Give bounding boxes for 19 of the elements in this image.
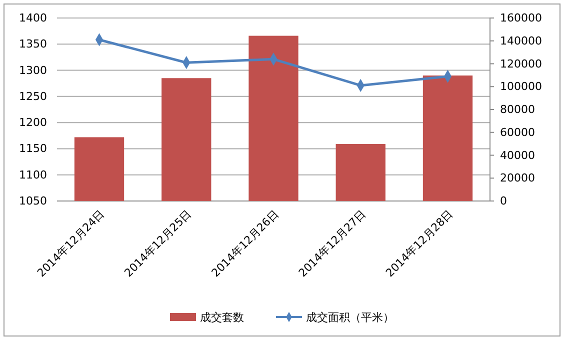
y2-tick-label: 20000 [500, 172, 535, 185]
y2-tick-label: 80000 [500, 103, 535, 116]
y2-tick-label: 60000 [500, 126, 535, 139]
y-tick-label: 1250 [19, 90, 47, 103]
y2-tick-label: 40000 [500, 148, 535, 162]
y2-tick-label: 120000 [500, 57, 542, 70]
y-tick-label: 1050 [19, 194, 47, 208]
y-tick-label: 1350 [19, 38, 47, 51]
y2-tick-label: 0 [500, 194, 507, 208]
y-tick-label: 1100 [19, 168, 47, 182]
y-tick-label: 1150 [19, 142, 47, 156]
y-tick-label: 1200 [19, 116, 47, 130]
legend-label: 成交面积（平米） [306, 311, 394, 324]
y2-tick-label: 100000 [500, 80, 542, 94]
y-tick-label: 1300 [19, 64, 47, 77]
y-tick-label: 1400 [19, 12, 47, 25]
legend-label: 成交套数 [200, 311, 244, 324]
y2-tick-label: 160000 [500, 12, 542, 25]
y2-tick-label: 140000 [500, 34, 542, 48]
